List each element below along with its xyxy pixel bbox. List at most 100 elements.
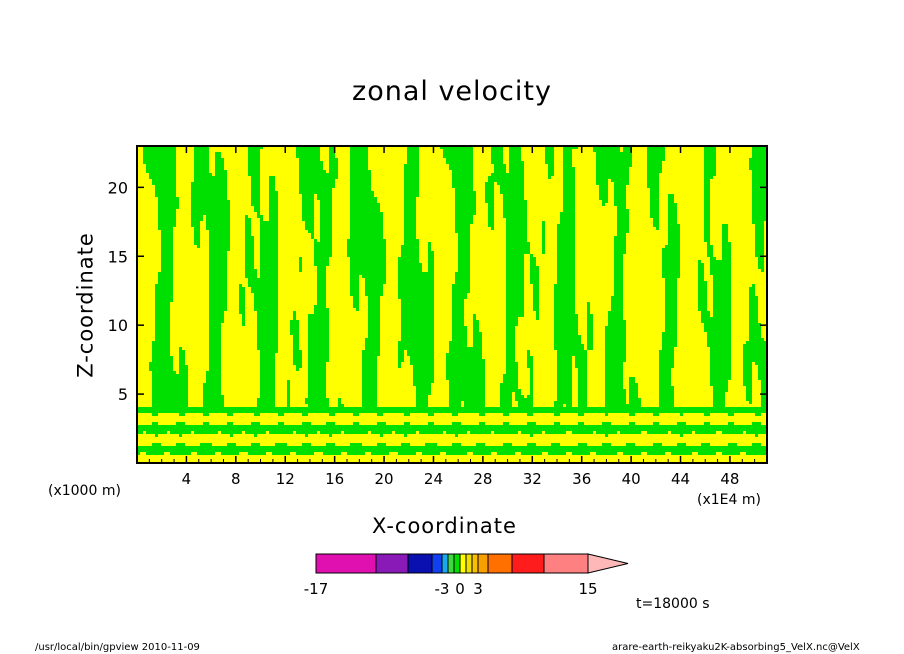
negative-region bbox=[506, 317, 518, 320]
negative-region bbox=[452, 314, 464, 317]
negative-region bbox=[587, 347, 593, 350]
negative-region bbox=[554, 326, 578, 329]
negative-region bbox=[161, 263, 173, 266]
negative-region bbox=[239, 287, 245, 290]
negative-region bbox=[311, 233, 314, 236]
negative-region bbox=[743, 365, 752, 368]
negative-region bbox=[614, 254, 623, 257]
negative-region bbox=[194, 173, 212, 176]
negative-region bbox=[743, 368, 752, 371]
negative-region bbox=[554, 299, 575, 302]
negative-region bbox=[611, 296, 623, 299]
negative-region bbox=[749, 302, 758, 305]
negative-region bbox=[257, 332, 278, 335]
negative-region bbox=[227, 413, 233, 416]
negative-region bbox=[455, 224, 470, 227]
negative-region bbox=[350, 146, 368, 149]
negative-region bbox=[494, 167, 506, 170]
negative-region bbox=[665, 323, 677, 326]
negative-region bbox=[626, 443, 635, 446]
negative-region bbox=[554, 308, 575, 311]
negative-region bbox=[728, 413, 734, 416]
negative-region bbox=[362, 380, 377, 383]
negative-region bbox=[509, 167, 524, 170]
negative-region bbox=[362, 374, 377, 377]
negative-region bbox=[317, 296, 326, 299]
negative-region bbox=[350, 185, 371, 188]
negative-region bbox=[605, 335, 626, 338]
negative-region bbox=[368, 299, 380, 302]
negative-region bbox=[518, 404, 533, 407]
negative-region bbox=[269, 215, 278, 218]
negative-region bbox=[560, 212, 575, 215]
negative-region bbox=[662, 275, 680, 278]
negative-region bbox=[245, 248, 254, 251]
negative-region bbox=[206, 224, 230, 227]
negative-region bbox=[209, 233, 230, 236]
negative-region bbox=[260, 227, 278, 230]
negative-region bbox=[659, 365, 674, 368]
negative-region bbox=[494, 170, 506, 173]
negative-region bbox=[368, 320, 380, 323]
negative-region bbox=[407, 353, 434, 356]
negative-region bbox=[599, 194, 608, 197]
negative-region bbox=[710, 383, 728, 386]
negative-region bbox=[260, 230, 278, 233]
negative-region bbox=[500, 383, 518, 386]
negative-region bbox=[329, 170, 338, 173]
negative-region bbox=[428, 422, 434, 425]
negative-region bbox=[614, 251, 626, 254]
negative-region bbox=[563, 152, 572, 155]
negative-region bbox=[605, 329, 626, 332]
negative-region bbox=[299, 173, 338, 176]
negative-region bbox=[578, 380, 587, 383]
negative-region bbox=[446, 431, 467, 434]
negative-region bbox=[209, 248, 230, 251]
negative-region bbox=[209, 311, 224, 314]
negative-region bbox=[554, 404, 563, 407]
negative-region bbox=[713, 389, 728, 392]
negative-region bbox=[488, 176, 524, 179]
negative-region bbox=[317, 284, 326, 287]
negative-region bbox=[500, 191, 524, 194]
negative-region bbox=[452, 302, 464, 305]
negative-region bbox=[245, 239, 254, 242]
negative-region bbox=[401, 299, 434, 302]
negative-region bbox=[500, 404, 512, 407]
negative-region bbox=[320, 233, 332, 236]
negative-region bbox=[557, 266, 575, 269]
negative-region bbox=[317, 275, 326, 278]
negative-region bbox=[587, 341, 593, 344]
negative-region bbox=[455, 197, 476, 200]
x-tick-label: 44 bbox=[671, 470, 690, 488]
negative-region bbox=[458, 239, 470, 242]
negative-region bbox=[752, 173, 767, 176]
negative-region bbox=[554, 401, 572, 404]
x-tick-label: 40 bbox=[622, 470, 641, 488]
negative-region bbox=[458, 233, 470, 236]
negative-region bbox=[398, 350, 404, 353]
negative-region bbox=[506, 221, 527, 224]
negative-region bbox=[260, 371, 275, 374]
negative-region bbox=[752, 149, 767, 152]
negative-region bbox=[755, 230, 764, 233]
negative-region bbox=[299, 161, 323, 164]
negative-region bbox=[404, 413, 410, 416]
negative-region bbox=[260, 395, 275, 398]
negative-region bbox=[605, 353, 626, 356]
negative-region bbox=[680, 434, 683, 437]
negative-region bbox=[542, 245, 545, 248]
negative-region bbox=[668, 215, 677, 218]
negative-region bbox=[749, 317, 758, 320]
negative-region bbox=[317, 299, 326, 302]
negative-region bbox=[293, 344, 299, 347]
negative-region bbox=[308, 380, 326, 383]
negative-region bbox=[710, 269, 731, 272]
negative-region bbox=[704, 167, 716, 170]
negative-region bbox=[758, 374, 767, 377]
negative-region bbox=[194, 161, 209, 164]
negative-region bbox=[308, 341, 329, 344]
negative-region bbox=[575, 362, 587, 365]
negative-region bbox=[293, 347, 299, 350]
negative-region bbox=[209, 230, 230, 233]
